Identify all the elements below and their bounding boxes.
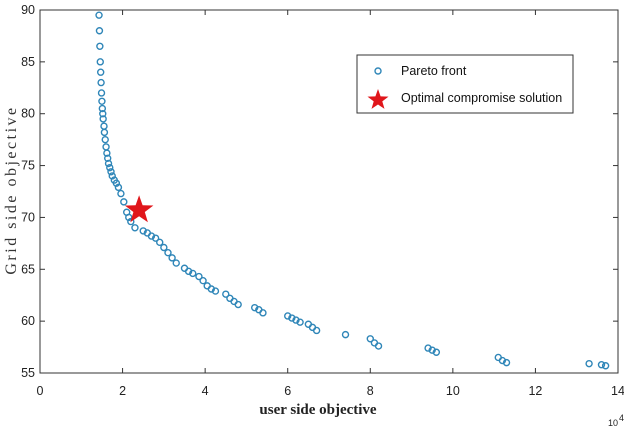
pareto-point xyxy=(98,97,106,105)
pareto-point xyxy=(234,300,242,309)
x-axis-exponent-power: 4 xyxy=(619,413,624,423)
pareto-point xyxy=(139,227,147,235)
pareto-point xyxy=(99,110,107,118)
pareto-point xyxy=(428,346,436,354)
pareto-point xyxy=(432,348,441,356)
pareto-point xyxy=(259,309,267,317)
x-tick-label: 14 xyxy=(611,384,624,398)
x-tick-label: 4 xyxy=(202,384,209,398)
pareto-point xyxy=(104,154,112,163)
pareto-point xyxy=(498,356,507,365)
pareto-point xyxy=(96,58,104,66)
pareto-point xyxy=(207,285,216,293)
x-tick-label: 2 xyxy=(119,384,126,398)
pareto-point xyxy=(211,287,220,295)
x-tick-label: 10 xyxy=(446,384,460,398)
y-tick-label: 70 xyxy=(21,210,35,224)
pareto-point xyxy=(424,344,432,352)
pareto-point xyxy=(98,104,107,113)
pareto-point xyxy=(184,267,193,276)
pareto-point xyxy=(151,234,160,242)
y-tick-label: 55 xyxy=(21,366,35,380)
pareto-point xyxy=(189,269,197,278)
y-tick-label: 90 xyxy=(21,3,35,17)
pareto-point xyxy=(341,330,350,339)
pareto-point xyxy=(97,89,106,97)
pareto-point xyxy=(156,238,164,247)
y-tick-label: 85 xyxy=(21,55,35,69)
pareto-point xyxy=(195,272,203,281)
pareto-point xyxy=(374,342,383,350)
pareto-point xyxy=(199,276,207,285)
pareto-point xyxy=(172,259,180,267)
pareto-point xyxy=(117,189,125,198)
pareto-point xyxy=(120,198,128,206)
x-tick-label: 6 xyxy=(284,384,291,398)
pareto-point xyxy=(104,159,113,168)
pareto-point xyxy=(97,78,105,87)
pareto-point xyxy=(585,359,593,368)
pareto-point xyxy=(284,312,292,320)
pareto-point xyxy=(106,163,114,172)
pareto-point xyxy=(125,213,133,222)
pareto-point xyxy=(95,27,104,35)
pareto-point xyxy=(101,135,109,144)
pareto-point xyxy=(312,326,321,335)
pareto-point xyxy=(288,314,296,322)
legend-box xyxy=(356,54,574,114)
pareto-point xyxy=(96,68,105,76)
pareto-point xyxy=(164,248,172,257)
legend-optimal-marker xyxy=(367,89,389,109)
legend: Pareto front Optimal compromise solution xyxy=(356,54,574,114)
pareto-point xyxy=(108,172,116,180)
pareto-point xyxy=(292,316,300,324)
pareto-point xyxy=(222,290,230,298)
x-axis-label: user side objective xyxy=(259,402,377,418)
pareto-point xyxy=(168,254,176,262)
x-axis-exponent-base: 10 xyxy=(608,418,618,428)
pareto-point xyxy=(100,128,109,137)
x-tick-label: 0 xyxy=(37,384,44,398)
pareto-point xyxy=(127,217,135,226)
pareto-point xyxy=(114,183,123,192)
pareto-point xyxy=(296,318,304,326)
y-tick-label: 80 xyxy=(21,107,35,121)
x-tick-label: 8 xyxy=(367,384,374,398)
pareto-point xyxy=(366,335,374,343)
pareto-point xyxy=(131,224,139,232)
pareto-point xyxy=(160,243,168,252)
pareto-point xyxy=(502,358,511,367)
pareto-point xyxy=(96,42,104,50)
y-tick-label: 75 xyxy=(21,159,35,173)
pareto-point xyxy=(601,362,610,370)
pareto-point xyxy=(99,115,107,123)
pareto-point xyxy=(147,232,156,240)
legend-pareto-marker xyxy=(374,67,382,75)
legend-optimal-label: Optimal compromise solution xyxy=(401,91,562,105)
legend-pareto-label: Pareto front xyxy=(401,64,467,78)
pareto-point xyxy=(107,168,115,176)
pareto-point xyxy=(103,149,111,157)
x-tick-label: 12 xyxy=(528,384,542,398)
y-tick-label: 60 xyxy=(21,314,35,328)
y-axis-label: Grid side objective xyxy=(3,105,20,274)
optimal-solution-star xyxy=(124,195,154,223)
pareto-point xyxy=(250,303,259,312)
pareto-point xyxy=(112,179,121,187)
y-tick-label: 65 xyxy=(21,262,35,276)
pareto-point xyxy=(95,11,103,19)
pareto-point xyxy=(597,361,606,369)
